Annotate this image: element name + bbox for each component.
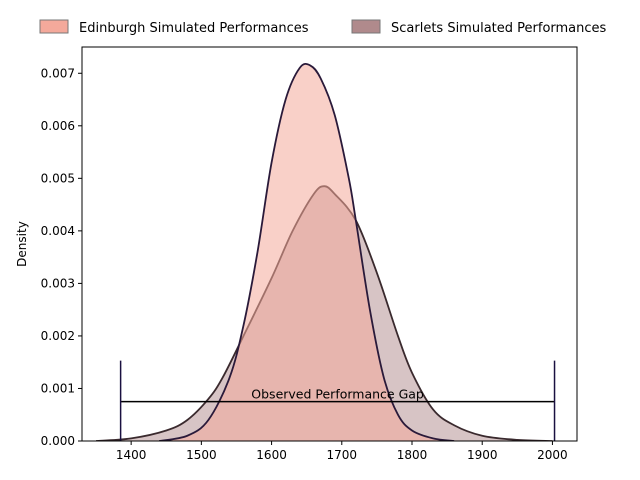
y-tick-label: 0.001 xyxy=(41,381,75,395)
x-tick-label: 1800 xyxy=(397,448,428,462)
y-tick-label: 0.000 xyxy=(41,434,75,448)
plot-area: Observed Performance Gap xyxy=(81,46,578,442)
y-axis: 0.000 0.001 0.002 0.003 0.004 0.005 0.006 0.007 xyxy=(41,66,82,448)
x-tick-label: 1900 xyxy=(467,448,498,462)
x-tick-label: 1600 xyxy=(256,448,287,462)
y-tick-label: 0.002 xyxy=(41,329,75,343)
legend-swatch-scarlets xyxy=(351,19,381,34)
legend-label-scarlets: Scarlets Simulated Performances xyxy=(391,21,607,36)
x-tick-label: 1500 xyxy=(186,448,217,462)
x-axis: 1400 1500 1600 1700 1800 1900 2000 xyxy=(116,441,568,462)
x-tick-label: 2000 xyxy=(537,448,568,462)
area-edinburgh xyxy=(159,63,455,441)
plot-frame xyxy=(81,46,578,442)
y-tick-label: 0.005 xyxy=(41,171,75,185)
annotation-layer: Observed Performance Gap xyxy=(119,360,556,441)
y-tick-label: 0.007 xyxy=(41,66,75,80)
y-tick-label: 0.006 xyxy=(41,119,75,133)
x-tick-label: 1400 xyxy=(116,448,147,462)
legend-swatch-edinburgh xyxy=(39,19,69,34)
y-axis-label: Density xyxy=(15,221,29,267)
line-edinburgh xyxy=(159,63,455,441)
x-tick-label: 1700 xyxy=(327,448,358,462)
gap-annotation-label: Observed Performance Gap xyxy=(251,387,424,402)
legend: Edinburgh Simulated Performances Scarlet… xyxy=(39,19,607,36)
series-layer xyxy=(95,63,553,441)
y-tick-label: 0.004 xyxy=(41,224,75,238)
y-tick-label: 0.003 xyxy=(41,276,75,290)
legend-label-edinburgh: Edinburgh Simulated Performances xyxy=(79,21,309,36)
